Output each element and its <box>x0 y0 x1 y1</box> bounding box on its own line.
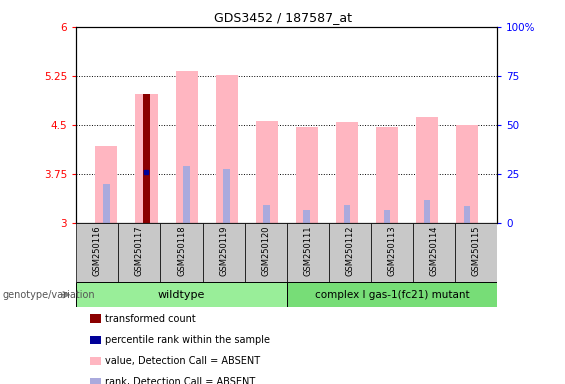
Text: GSM250114: GSM250114 <box>429 226 438 276</box>
Bar <box>416 117 438 223</box>
Bar <box>336 121 358 223</box>
Bar <box>456 125 478 223</box>
Text: GSM250115: GSM250115 <box>472 226 481 276</box>
Text: GSM250112: GSM250112 <box>345 226 354 276</box>
Text: percentile rank within the sample: percentile rank within the sample <box>105 335 270 345</box>
Bar <box>202 223 245 282</box>
Bar <box>119 223 160 282</box>
Text: GSM250113: GSM250113 <box>388 226 397 276</box>
Bar <box>176 71 198 223</box>
Bar <box>245 223 287 282</box>
Bar <box>329 223 371 282</box>
Bar <box>263 205 270 223</box>
Bar <box>256 121 278 223</box>
Text: genotype/variation: genotype/variation <box>3 290 95 300</box>
Bar <box>287 282 497 307</box>
Text: GSM250120: GSM250120 <box>261 226 270 276</box>
Bar <box>76 223 119 282</box>
Bar <box>160 223 202 282</box>
Text: complex I gas-1(fc21) mutant: complex I gas-1(fc21) mutant <box>315 290 470 300</box>
Bar <box>287 223 329 282</box>
Bar <box>413 223 455 282</box>
Bar <box>143 94 150 223</box>
Text: GDS3452 / 187587_at: GDS3452 / 187587_at <box>214 12 351 25</box>
Bar <box>295 127 318 223</box>
Bar <box>136 94 158 223</box>
Text: GSM250116: GSM250116 <box>93 226 102 276</box>
Text: GSM250118: GSM250118 <box>177 226 186 276</box>
Bar <box>76 282 287 307</box>
Bar <box>103 184 110 223</box>
Text: wildtype: wildtype <box>158 290 205 300</box>
Bar <box>464 207 470 223</box>
Bar <box>143 172 150 223</box>
Text: GSM250117: GSM250117 <box>135 226 144 276</box>
Bar <box>95 146 118 223</box>
Bar <box>344 205 350 223</box>
Bar <box>384 210 390 223</box>
Bar <box>223 169 230 223</box>
Text: GSM250119: GSM250119 <box>219 226 228 276</box>
Bar <box>371 223 413 282</box>
Bar <box>376 127 398 223</box>
Text: value, Detection Call = ABSENT: value, Detection Call = ABSENT <box>105 356 260 366</box>
Bar <box>455 223 497 282</box>
Text: GSM250111: GSM250111 <box>303 226 312 276</box>
Bar <box>303 210 310 223</box>
Bar <box>424 200 431 223</box>
Bar <box>183 166 190 223</box>
Text: transformed count: transformed count <box>105 314 196 324</box>
Text: rank, Detection Call = ABSENT: rank, Detection Call = ABSENT <box>105 377 255 384</box>
Bar <box>216 74 238 223</box>
